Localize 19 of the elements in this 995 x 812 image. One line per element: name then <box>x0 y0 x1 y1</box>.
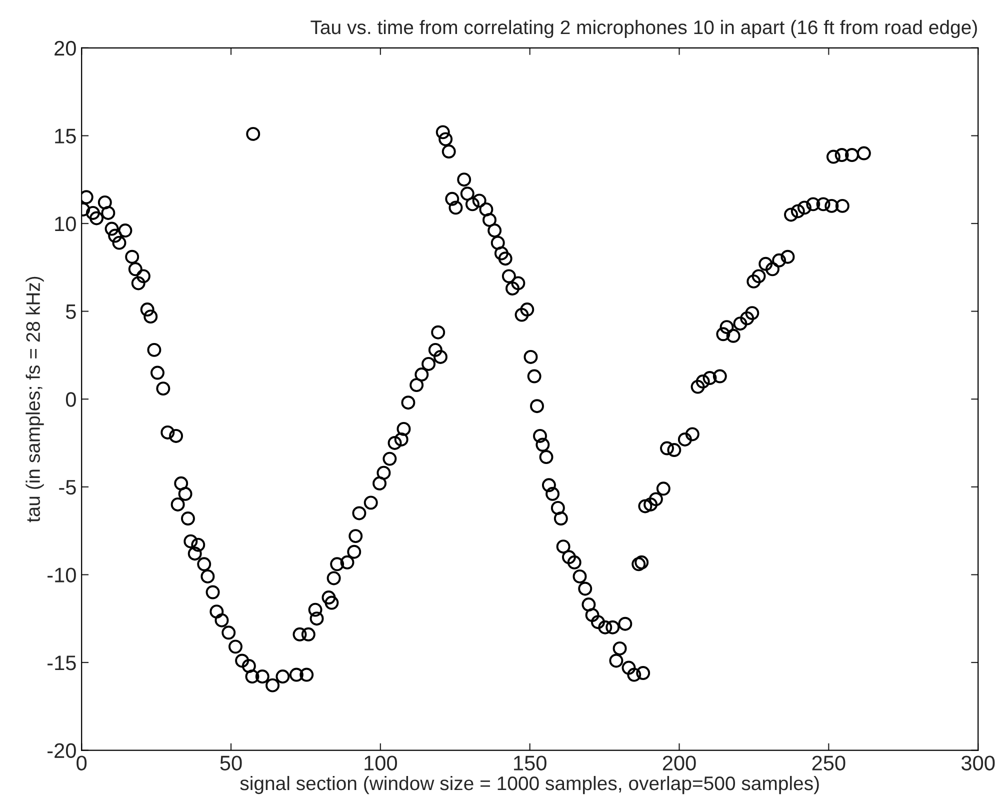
chart-title: Tau vs. time from correlating 2 microphones 10 in apart (16 ft from road edge) <box>310 20 977 38</box>
x-tick-label: 200 <box>662 756 696 770</box>
x-tick-label: 50 <box>220 756 242 770</box>
y-tick-label: 15 <box>55 128 76 144</box>
y-tick-label: 10 <box>55 216 76 232</box>
x-tick-label: 300 <box>962 756 995 770</box>
x-axis-title: signal section (window size = 1000 samples, overlap=500 samples) <box>240 776 819 794</box>
y-tick-label: -5 <box>59 480 76 495</box>
x-tick-label: 100 <box>364 756 397 770</box>
y-tick-label: 20 <box>54 40 76 56</box>
x-tick-label: 150 <box>514 756 546 770</box>
x-tick-label: 0 <box>76 756 87 770</box>
y-tick-label: 0 <box>66 392 76 407</box>
y-tick-label: -20 <box>48 743 76 758</box>
x-tick-label: 250 <box>812 756 846 770</box>
y-tick-label: 5 <box>66 304 76 320</box>
y-tick-label: -15 <box>48 656 76 670</box>
y-axis-title: tau (in samples; fs = 28 kHz) <box>26 276 44 522</box>
y-tick-label: -10 <box>48 568 76 582</box>
